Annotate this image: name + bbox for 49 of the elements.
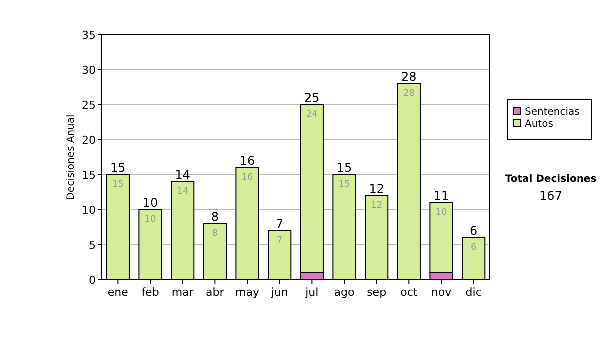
x-tick-label: ene [108, 286, 129, 299]
total-label: 12 [369, 182, 384, 196]
data-label: 10 [144, 215, 156, 225]
data-label: 16 [242, 173, 254, 183]
x-tick-label: ago [334, 286, 355, 299]
data-label: 28 [403, 89, 416, 99]
data-label: 15 [338, 180, 350, 190]
data-label: 12 [371, 201, 383, 211]
data-label: 15 [112, 180, 124, 190]
y-axis-title: Decisiones Anual [66, 114, 77, 200]
y-tick-label: 35 [82, 29, 96, 42]
data-label: 7 [276, 236, 283, 246]
total-label: 8 [211, 210, 219, 224]
total-label: 6 [470, 224, 478, 238]
text: Total Decisiones [505, 174, 597, 185]
text: 167 [540, 189, 562, 203]
y-tick-label: 30 [82, 64, 96, 77]
total-label: 28 [402, 70, 417, 84]
legend-label: Sentencias [525, 107, 580, 118]
x-tick-label: nov [431, 286, 452, 299]
data-label: 6 [470, 243, 477, 253]
total-label: 10 [142, 196, 158, 210]
data-label: 8 [212, 229, 218, 239]
x-tick-label: abr [206, 286, 225, 299]
x-tick-label: dic [466, 286, 482, 299]
total-label: 15 [336, 161, 352, 175]
y-tick-label: 25 [82, 99, 96, 112]
data-label: 10 [436, 208, 448, 218]
total-label: 7 [276, 217, 284, 231]
total-label: 15 [110, 161, 126, 175]
total-label: 14 [175, 168, 190, 182]
legend-label: Autos [525, 119, 554, 130]
total-label: 11 [434, 189, 450, 203]
y-tick-label: 15 [82, 169, 96, 182]
x-tick-label: mar [172, 286, 194, 299]
x-tick-label: sep [367, 286, 387, 299]
data-label: 24 [306, 110, 318, 120]
y-tick-label: 5 [89, 239, 96, 252]
x-tick-label: oct [400, 286, 418, 299]
x-tick-label: feb [142, 286, 160, 299]
data-label: 14 [177, 187, 189, 197]
x-tick-label: may [236, 286, 260, 299]
x-tick-label: jul [304, 286, 319, 299]
y-tick-label: 0 [89, 274, 96, 287]
x-tick-label: jun [270, 286, 288, 299]
y-tick-label: 20 [82, 134, 96, 147]
total-label: 16 [240, 154, 256, 168]
y-tick-label: 10 [82, 204, 96, 217]
total-label: 25 [304, 91, 320, 105]
